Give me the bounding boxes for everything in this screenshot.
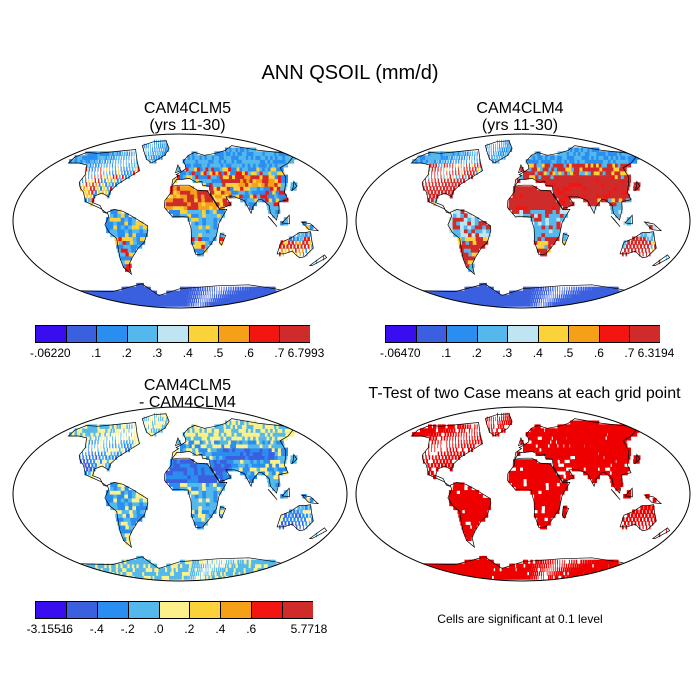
panel-title-clm4: CAM4CLM4 (yrs 11-30) <box>355 100 685 134</box>
colorbar-tick-label: .7 <box>624 346 635 360</box>
colorbar-tick-label: 5.7718 <box>290 622 328 636</box>
map-diff <box>12 406 348 582</box>
colorbar-tick-label: .4 <box>182 346 193 360</box>
colorbar-box <box>279 325 311 343</box>
colorbar-box <box>598 325 630 343</box>
panel-title-diff: CAM4CLM5 - CAM4CLM4 <box>25 377 350 411</box>
colorbar-box <box>96 325 128 343</box>
colorbar-tick-label: .4 <box>532 346 543 360</box>
colorbar-box <box>65 325 97 343</box>
colorbar-box <box>415 325 447 343</box>
colorbar-tick-label: -.6 <box>58 622 73 636</box>
colorbar-box <box>446 325 478 343</box>
map-border <box>355 406 691 582</box>
panel-title-clm4-line1: CAM4CLM4 <box>476 100 564 117</box>
colorbar-diff: -3.1551 -.6 -.4 -.2 .0 .2 .4 .6 5.7718 <box>27 601 327 641</box>
colorbar-tick-label: .2 <box>471 346 482 360</box>
colorbar-box <box>65 601 98 619</box>
colorbar-tick-label: .0 <box>60 346 71 360</box>
colorbar-tick-label: .6 <box>243 346 254 360</box>
coastlines <box>67 413 328 581</box>
figure-title: ANN QSOIL (mm/d) <box>261 62 439 84</box>
panel-title-clm5-line1: CAM4CLM5 <box>143 100 232 117</box>
significance-note: Cells are significant at 0.1 level <box>437 612 603 626</box>
colorbar-box <box>507 325 539 343</box>
colorbar-box <box>158 601 190 619</box>
colorbar-tick-label: .1 <box>91 346 102 360</box>
colorbar-box <box>282 601 314 619</box>
colorbar-box <box>385 325 417 343</box>
map-border <box>12 406 348 582</box>
panel-title-clm5: CAM4CLM5 (yrs 11-30) <box>25 100 350 134</box>
colorbar-tick-label: .3 <box>502 346 513 360</box>
colorbar-tick-label: .6 <box>246 622 257 636</box>
colorbar-clm4: -.0647.0 .1 .2 .3 .4 .5 .6 .7 6.3194 <box>380 325 674 365</box>
colorbar-tick-label: .7 <box>274 346 285 360</box>
colorbar-tick-label: .2 <box>184 622 195 636</box>
colorbar-box <box>187 325 219 343</box>
colorbar-tick-label: .6 <box>593 346 604 360</box>
colorbar-box <box>537 325 569 343</box>
map-border <box>355 133 691 309</box>
map-ttest <box>355 406 691 582</box>
colorbar-tick-label: 6.3194 <box>637 346 675 360</box>
panel-title-ttest: T-Test of two Case means at each grid po… <box>368 385 681 402</box>
coastlines <box>410 413 671 581</box>
colorbar-tick-label: .1 <box>441 346 452 360</box>
colorbar-tick-label: .2 <box>121 346 132 360</box>
colorbar-box <box>629 325 661 343</box>
colorbar-box <box>568 325 600 343</box>
map-clm4 <box>355 133 691 309</box>
colorbar-box <box>35 325 67 343</box>
colorbar-box <box>476 325 508 343</box>
colorbar-tick-label: .3 <box>152 346 163 360</box>
colorbar-box <box>126 325 158 343</box>
colorbar-tick-label: -.2 <box>120 622 135 636</box>
colorbar-box <box>189 601 221 619</box>
colorbar-tick-label: -.4 <box>89 622 104 636</box>
colorbar-box <box>127 601 160 619</box>
panel-title-diff-line1: CAM4CLM5 <box>143 377 232 394</box>
coastlines <box>410 140 671 308</box>
colorbar-tick-label: .0 <box>153 622 164 636</box>
colorbar-tick-label: 6.7993 <box>287 346 325 360</box>
colorbar-box <box>35 601 67 619</box>
colorbar-box <box>251 601 283 619</box>
colorbar-tick-label: -.0622 <box>29 346 65 360</box>
map-grid-cells <box>69 412 325 580</box>
map-border <box>12 133 348 309</box>
colorbar-tick-label: .4 <box>215 622 226 636</box>
colorbar-box <box>218 325 250 343</box>
panel-title-clm4-line2: (yrs 11-30) <box>481 117 559 134</box>
colorbar-box <box>248 325 280 343</box>
colorbar-tick-label: .5 <box>563 346 574 360</box>
coastlines <box>67 140 328 308</box>
colorbar-tick-label: .0 <box>410 346 421 360</box>
colorbar-box <box>157 325 189 343</box>
colorbar-tick-label: .5 <box>213 346 224 360</box>
map-clm5 <box>12 133 348 309</box>
colorbar-box <box>220 601 252 619</box>
colorbar-tick-label: -3.1551 <box>26 622 68 636</box>
colorbar-box <box>96 601 129 619</box>
panel-title-diff-line2: - CAM4CLM4 <box>139 394 236 411</box>
colorbar-clm5: -.0622.0 .1 .2 .3 .4 .5 .6 .7 6.7993 <box>30 325 324 365</box>
colorbar-tick-label: -.0647 <box>379 346 415 360</box>
panel-title-clm5-line2: (yrs 11-30) <box>149 117 226 134</box>
